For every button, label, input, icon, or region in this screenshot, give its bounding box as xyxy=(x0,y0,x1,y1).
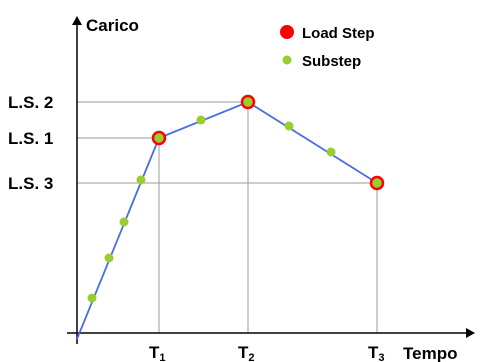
y-label-ls1: L.S. 1 xyxy=(8,129,53,148)
y-axis-title: Carico xyxy=(86,16,139,35)
substep-point xyxy=(104,253,114,263)
x-tick-t3-main: T xyxy=(368,343,379,362)
x-tick-t1: T1 xyxy=(149,343,166,362)
substep-point xyxy=(119,217,129,227)
legend-load-step-label: Load Step xyxy=(302,25,375,42)
x-tick-t2-sub: 2 xyxy=(248,352,254,362)
green-dot-icon xyxy=(282,55,292,65)
x-tick-t2: T2 xyxy=(238,343,255,362)
y-label-ls3: L.S. 3 xyxy=(8,174,53,193)
substep-point xyxy=(136,175,146,185)
x-tick-t3: T3 xyxy=(368,343,385,362)
x-tick-t3-sub: 3 xyxy=(378,352,384,362)
x-tick-t2-main: T xyxy=(238,343,249,362)
x-tick-t1-sub: 1 xyxy=(159,352,165,362)
substep-point xyxy=(196,115,206,125)
load-step-point-t1 xyxy=(151,130,167,146)
legend: Load Step Substep xyxy=(280,25,375,70)
load-step-point-t2 xyxy=(240,94,256,110)
load-step-point-t3 xyxy=(369,175,385,191)
guide-lines xyxy=(77,101,378,333)
substep-point xyxy=(326,147,336,157)
x-tick-t1-main: T xyxy=(149,343,160,362)
red-circle-icon xyxy=(280,25,294,39)
x-axis-title: Tempo xyxy=(403,344,457,362)
load-step-points xyxy=(151,94,385,191)
legend-substep-label: Substep xyxy=(302,53,361,70)
substep-point xyxy=(284,121,294,131)
substep-points xyxy=(87,115,336,303)
substep-point xyxy=(87,293,97,303)
y-label-ls2: L.S. 2 xyxy=(8,93,53,112)
